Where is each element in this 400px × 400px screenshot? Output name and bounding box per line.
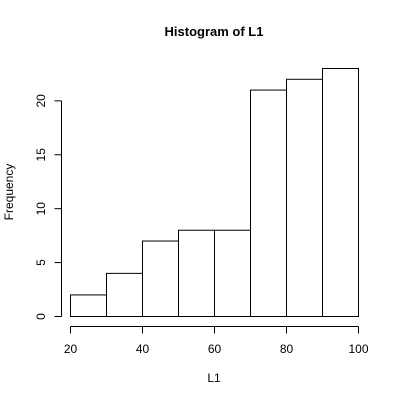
histogram-bar — [250, 89, 287, 317]
x-axis-label: L1 — [207, 371, 221, 385]
y-tick-label: 15 — [34, 148, 48, 162]
bars-group — [70, 68, 359, 318]
histogram-bar — [70, 294, 107, 318]
x-tick-label: 40 — [136, 342, 150, 356]
histogram-bar — [286, 78, 323, 317]
histogram-bar — [322, 68, 359, 317]
y-tick-label: 5 — [34, 259, 48, 266]
x-tick-label: 100 — [348, 342, 368, 356]
chart-title: Histogram of L1 — [165, 24, 264, 39]
y-tick-label: 10 — [34, 202, 48, 216]
y-axis: 0 5 10 15 20 — [34, 94, 62, 320]
histogram-bar — [214, 229, 251, 318]
y-tick-label: 20 — [34, 94, 48, 108]
x-tick-label: 80 — [280, 342, 294, 356]
y-tick-label: 0 — [34, 313, 48, 320]
histogram-bar — [106, 272, 143, 318]
x-axis: 20 40 60 80 100 — [64, 326, 369, 356]
y-axis-label: Frequency — [2, 164, 16, 221]
histogram-bar — [178, 229, 215, 318]
x-tick-label: 60 — [208, 342, 222, 356]
histogram-bar — [142, 240, 179, 318]
x-tick-label: 20 — [64, 342, 78, 356]
